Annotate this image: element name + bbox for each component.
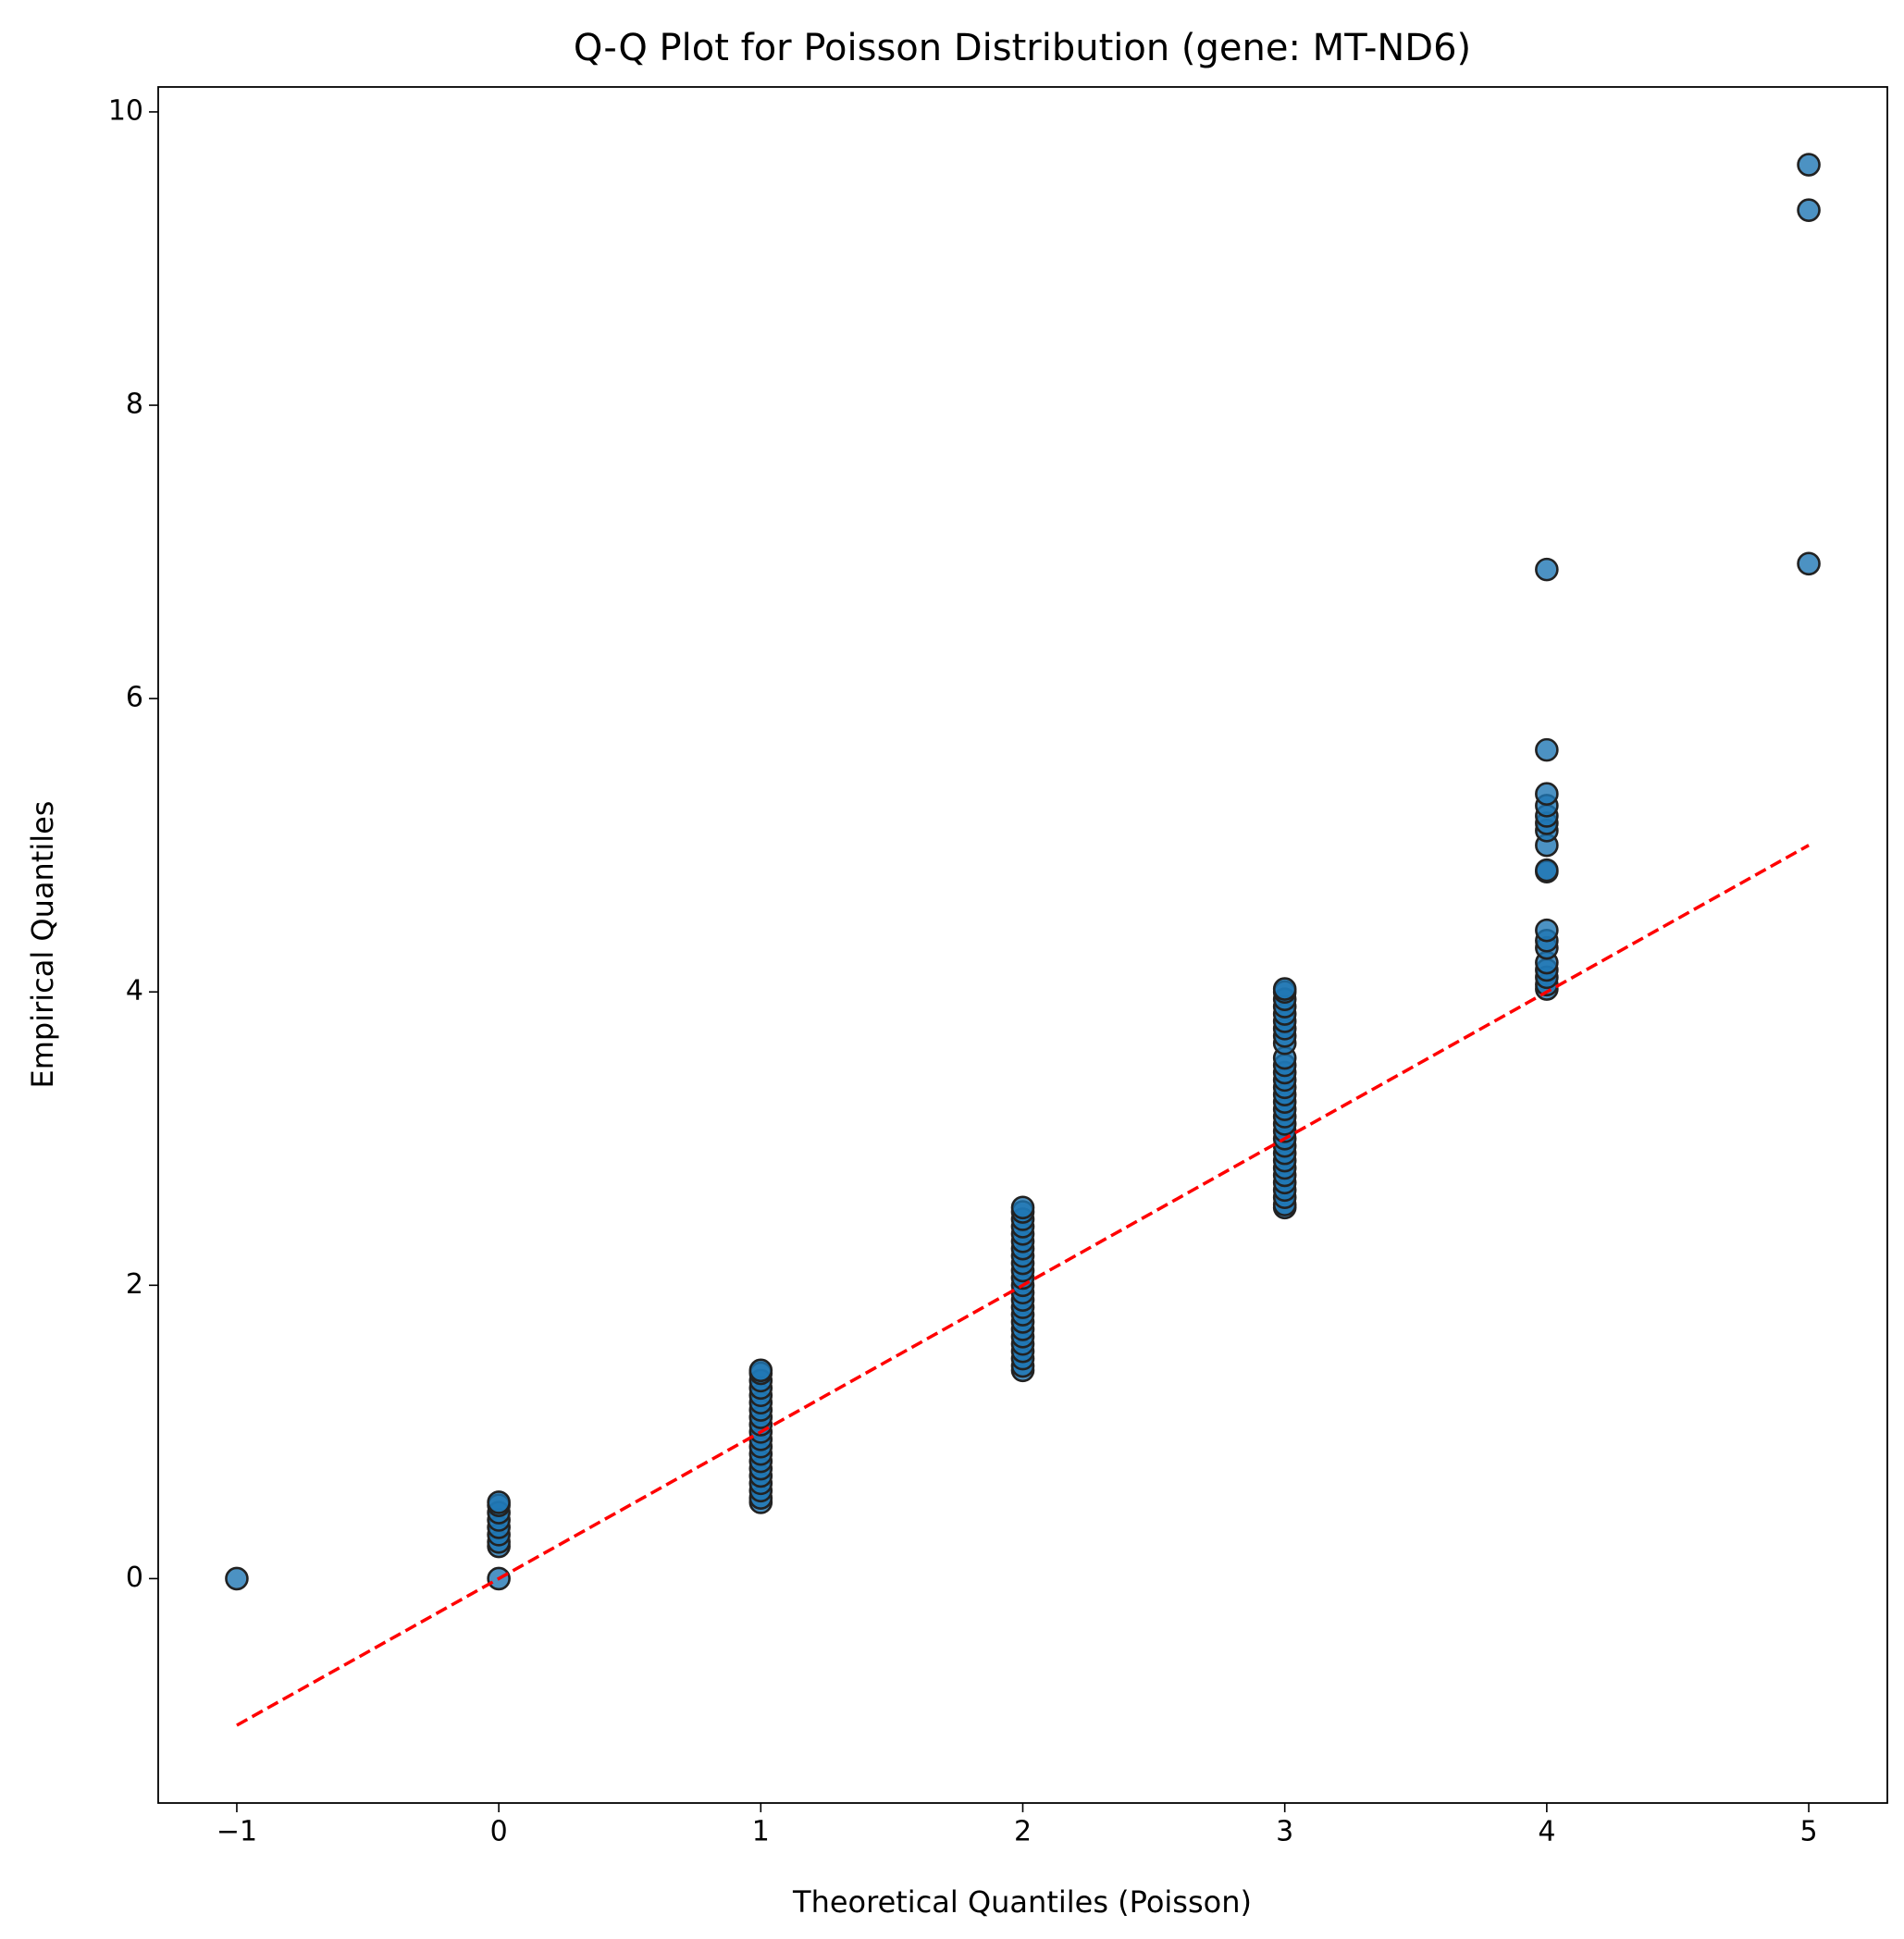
data-point (1797, 198, 1821, 222)
x-tick-label: 1 (752, 1816, 770, 1848)
x-tick-label: 4 (1538, 1816, 1555, 1848)
x-axis-label: Theoretical Quantiles (Poisson) (792, 1884, 1252, 1920)
y-tick-label: 4 (126, 975, 143, 1007)
x-tick-label: 2 (1014, 1816, 1032, 1848)
y-tick-label: 2 (126, 1268, 143, 1301)
data-point (1535, 858, 1559, 883)
x-tick-label: 3 (1276, 1816, 1293, 1848)
x-tick-label: 5 (1799, 1816, 1817, 1848)
x-tick-label: −1 (216, 1816, 257, 1848)
data-point (1535, 557, 1559, 582)
data-point (1535, 737, 1559, 762)
chart-title: Q-Q Plot for Poisson Distribution (gene:… (574, 27, 1471, 69)
y-tick-label: 10 (108, 94, 143, 127)
data-point (1535, 918, 1559, 943)
y-tick-label: 0 (126, 1562, 143, 1594)
data-point (487, 1490, 511, 1514)
x-tick-label: 0 (490, 1816, 508, 1848)
data-point (225, 1566, 249, 1591)
reference-line (236, 844, 1810, 1727)
data-point (1797, 551, 1821, 576)
data-point (748, 1358, 773, 1383)
y-tick-label: 8 (126, 389, 143, 421)
y-tick-label: 6 (126, 682, 143, 714)
data-point (1797, 153, 1821, 177)
data-point (1010, 1195, 1035, 1220)
data-point (1272, 977, 1297, 1001)
y-axis-label: Empirical Quantiles (25, 801, 60, 1089)
plot-frame (157, 86, 1888, 1804)
data-point (1535, 782, 1559, 806)
